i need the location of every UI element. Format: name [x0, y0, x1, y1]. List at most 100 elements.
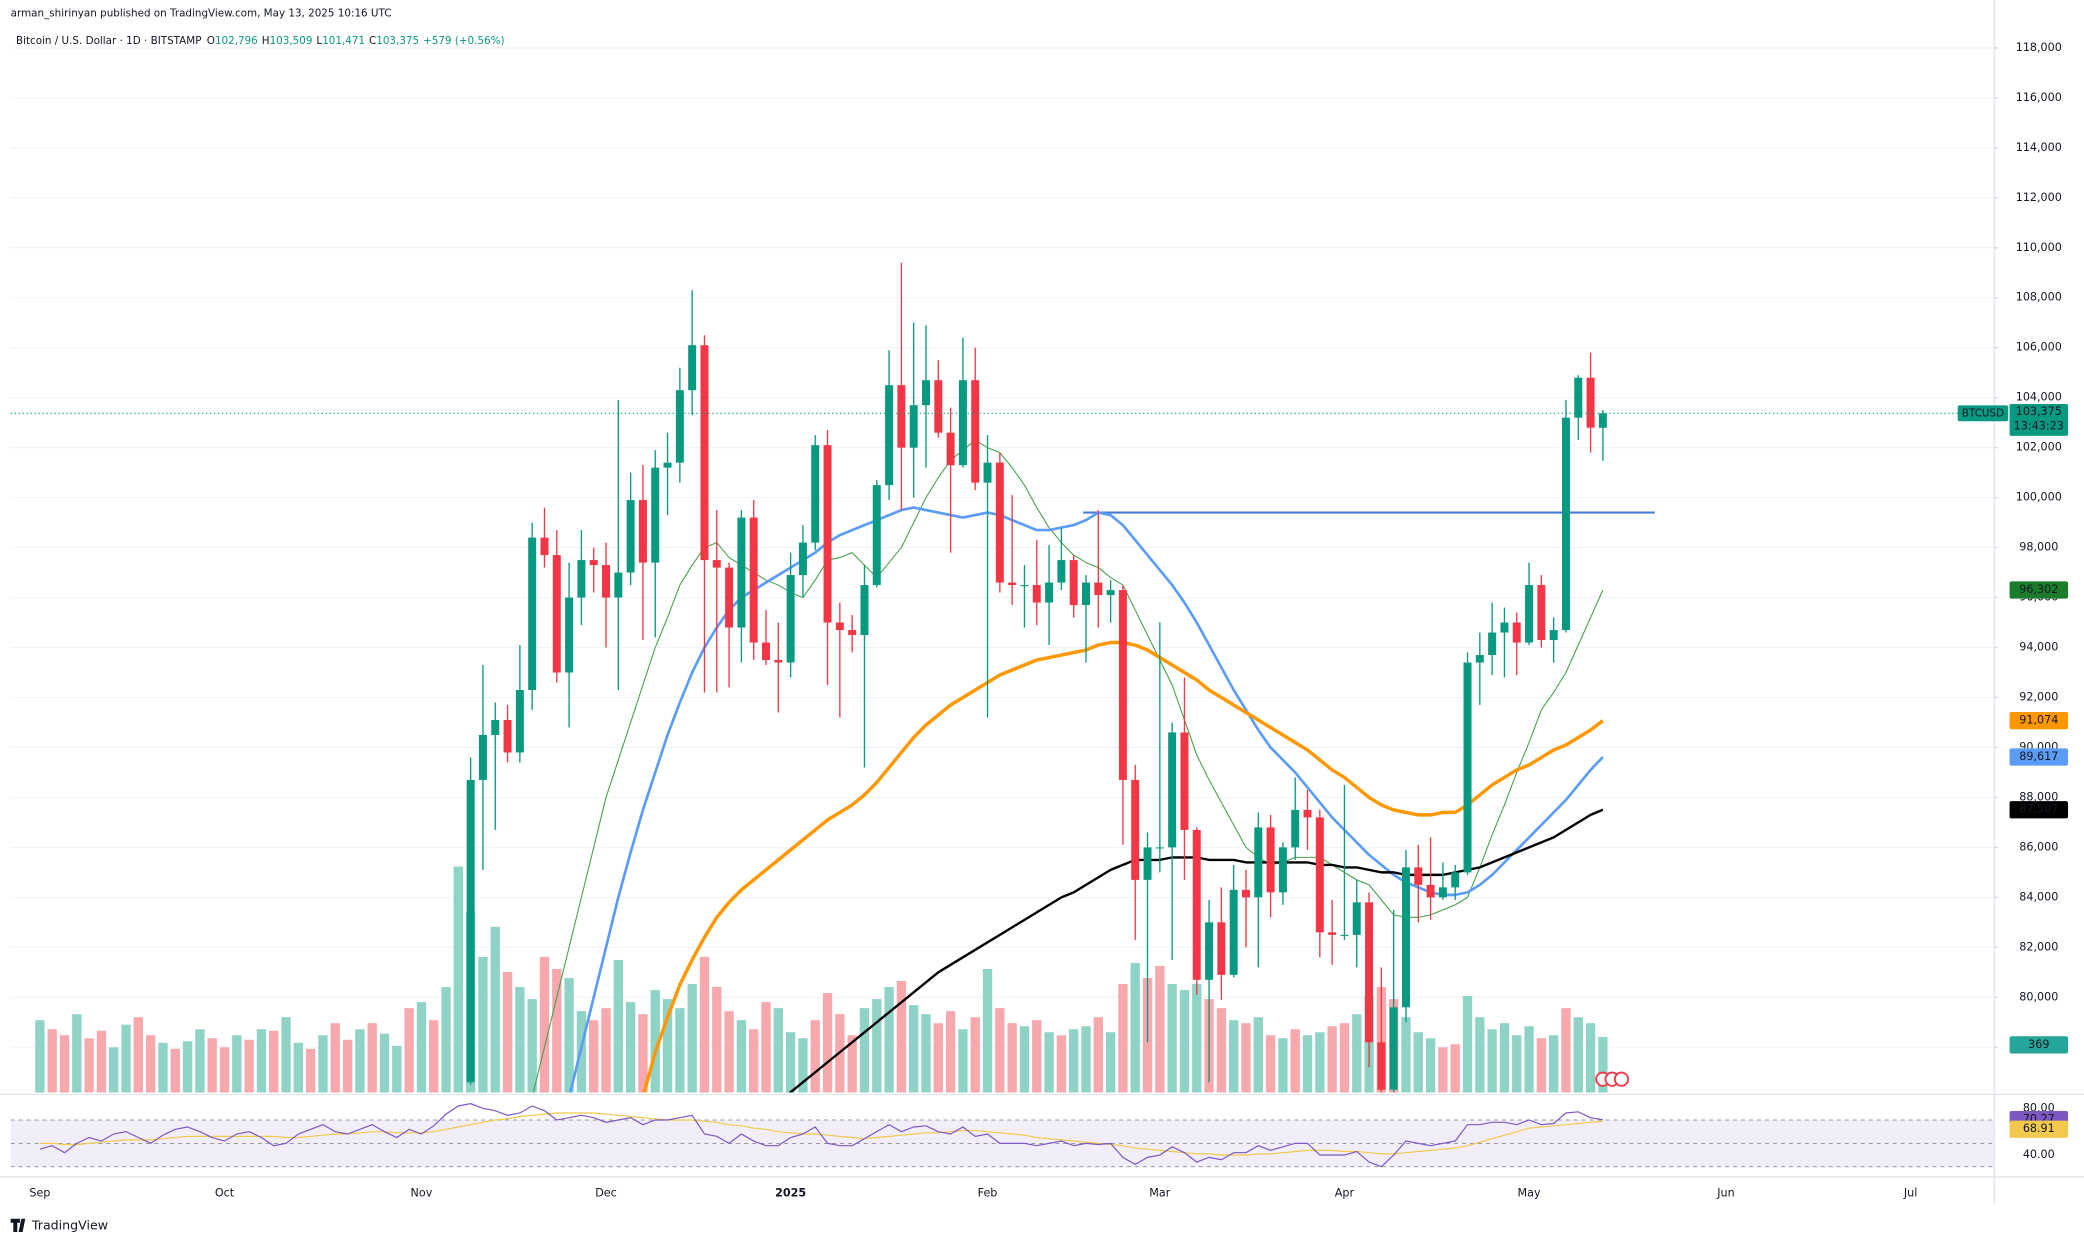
candle-body	[565, 597, 574, 673]
volume-bar	[269, 1030, 279, 1093]
brand-logo	[10, 1218, 26, 1233]
volume-bar	[859, 1008, 870, 1093]
candle-body	[848, 630, 857, 636]
volume-bar	[1044, 1032, 1054, 1093]
ma-tag-bg	[2009, 748, 2069, 766]
x-tick-label: Nov	[411, 1186, 433, 1199]
volume-bar	[293, 1042, 303, 1093]
volume-bar	[958, 1029, 968, 1093]
candle-body	[1525, 585, 1534, 643]
volume-bar	[1487, 1029, 1497, 1093]
candle-body	[1131, 779, 1140, 880]
volume-bar	[712, 987, 722, 1093]
volume-bar	[1105, 1032, 1116, 1093]
x-tick-label: Jul	[1903, 1186, 1917, 1199]
volume-bar	[1216, 1008, 1227, 1093]
candle-body	[1106, 590, 1115, 596]
candle-body	[1315, 817, 1324, 933]
volume-bar	[625, 1002, 636, 1093]
volume-bar	[1241, 1023, 1251, 1093]
volume-bar	[1290, 1029, 1300, 1093]
candle-body	[626, 500, 635, 573]
volume-bar	[1019, 1026, 1030, 1093]
candle-body	[762, 642, 770, 661]
volume-bar	[638, 1014, 648, 1093]
candle-body	[491, 719, 500, 735]
candle-body	[737, 517, 746, 628]
symbol: Bitcoin / U.S. Dollar · 1D · BITSTAMP	[16, 35, 202, 47]
candle-body	[798, 542, 807, 576]
volume-bar	[1155, 965, 1165, 1093]
volume-bar	[478, 956, 488, 1093]
candle-body	[1328, 932, 1337, 935]
candle-body	[1241, 889, 1250, 898]
volume-bar	[392, 1045, 402, 1093]
candle-body	[971, 380, 980, 483]
volume-bar	[564, 978, 574, 1093]
volume-bar	[589, 1020, 599, 1093]
candle-body	[1217, 922, 1226, 975]
volume-bar	[170, 1048, 180, 1093]
volume-bar	[699, 956, 710, 1093]
volume-bar	[872, 999, 882, 1093]
candle-body	[540, 537, 549, 556]
price-tags: BTCUSD 103,375 13:43:23 96,302 89,617 91,074 8…	[1957, 403, 2069, 1138]
volume-bar	[244, 1039, 254, 1093]
volume-bar	[552, 968, 562, 1093]
volume-bar	[1278, 1038, 1288, 1093]
candle-body	[503, 719, 512, 753]
volume-bar	[1179, 990, 1190, 1093]
brand: TradingView	[10, 1218, 108, 1233]
candle-body	[1512, 622, 1521, 643]
candle-body	[638, 500, 647, 563]
volume-bar	[847, 1035, 857, 1093]
volume-bar	[1315, 1032, 1325, 1093]
event-icon[interactable]	[1613, 1071, 1630, 1087]
volume-bar	[933, 1023, 943, 1093]
candle-body	[1598, 413, 1607, 428]
candle-body	[1340, 934, 1349, 936]
candle-body	[688, 345, 697, 391]
volume-bar	[133, 1017, 143, 1093]
rsi-tag: 68.91	[2023, 1122, 2055, 1135]
ma-tag-bg	[2009, 711, 2069, 730]
ma-tag: 91,074	[2019, 714, 2058, 727]
candle-body	[1365, 902, 1374, 1043]
candle-body	[589, 560, 598, 566]
x-tick-label: Oct	[215, 1186, 235, 1199]
candle-body	[1426, 884, 1435, 898]
candle-body	[1451, 872, 1460, 888]
volume-bar	[96, 1030, 107, 1093]
volume-bar	[1536, 1038, 1547, 1093]
volume-bar	[1069, 1029, 1079, 1093]
ma-tag: 89,617	[2019, 750, 2058, 763]
volume-bar	[1524, 1026, 1534, 1093]
volume-bar	[675, 1008, 685, 1093]
candle-body	[515, 689, 524, 753]
y-tick-label: 80,000	[2019, 990, 2058, 1003]
volume-bar	[355, 1029, 365, 1093]
volume-bar	[1352, 1014, 1362, 1093]
volume-bar	[59, 1035, 70, 1093]
volume-bar	[650, 990, 660, 1093]
candle-body	[811, 445, 820, 543]
candle-body	[1488, 632, 1497, 656]
volume-bar	[761, 1002, 771, 1093]
y-tick-label: 110,000	[2016, 241, 2062, 254]
volume-bar	[1229, 1020, 1239, 1093]
x-tick-label: Mar	[1149, 1186, 1170, 1199]
volume-bar	[1598, 1036, 1608, 1093]
candle-body	[1266, 827, 1275, 893]
ma-tag-bg	[2009, 801, 2069, 819]
volume-bar	[736, 1020, 747, 1093]
candle-body	[946, 432, 955, 466]
volume-bar	[47, 1029, 57, 1093]
countdown: 13:43:23	[2014, 420, 2064, 433]
volume-bar	[896, 981, 907, 1093]
volume-bar	[195, 1029, 205, 1093]
candle-body	[922, 380, 930, 406]
y-tick-label: 104,000	[2016, 391, 2062, 404]
candle-body	[1205, 922, 1214, 980]
volume-bar	[785, 1032, 796, 1093]
ma-tag: 87,507	[2019, 803, 2058, 816]
